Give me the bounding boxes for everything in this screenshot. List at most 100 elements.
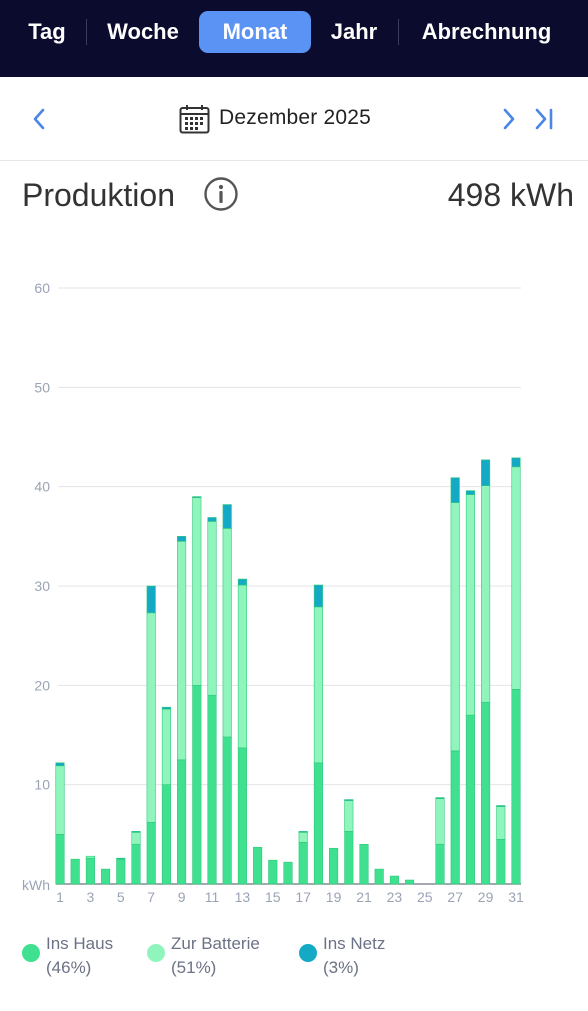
bar-ins-netz	[146, 585, 156, 614]
bar-ins-haus	[85, 857, 95, 885]
bar-ins-haus	[465, 714, 475, 885]
bar-ins-haus	[253, 846, 263, 885]
bar-ins-haus	[222, 736, 232, 885]
legend-label: Ins Netz	[323, 934, 386, 953]
bar-zur-batterie	[222, 528, 232, 738]
x-tick-label: 25	[417, 889, 433, 905]
x-tick-label: 21	[356, 889, 372, 905]
bar-ins-netz	[116, 857, 126, 860]
x-tick-label: 15	[265, 889, 281, 905]
legend-swatch	[299, 944, 317, 962]
y-axis-unit-label: kWh	[22, 877, 50, 893]
bar-ins-haus	[192, 685, 202, 885]
bar-ins-haus	[268, 859, 278, 885]
bar-zur-batterie	[450, 502, 460, 752]
legend-percent: (46%)	[46, 958, 92, 977]
bar-ins-haus	[496, 838, 506, 885]
bar-ins-haus	[237, 747, 247, 885]
bar-zur-batterie	[298, 832, 308, 843]
bar-ins-haus	[359, 843, 369, 885]
bar-ins-netz	[222, 504, 232, 529]
bar-ins-netz	[481, 459, 491, 486]
bar-ins-haus	[344, 831, 354, 885]
x-tick-label: 5	[117, 889, 125, 905]
bar-ins-netz	[131, 831, 141, 833]
x-tick-label: 27	[447, 889, 463, 905]
legend-swatch	[147, 944, 165, 962]
date-navigation: Dezember 2025	[0, 77, 588, 161]
bar-ins-netz	[207, 517, 217, 522]
info-icon[interactable]	[203, 176, 239, 212]
bar-ins-haus	[131, 843, 141, 885]
bar-zur-batterie	[237, 584, 247, 749]
bar-ins-haus	[313, 762, 323, 885]
tab-tag[interactable]: Tag	[28, 19, 66, 44]
bar-ins-haus	[177, 759, 187, 885]
bar-zur-batterie	[435, 798, 445, 845]
tab-separator	[398, 19, 399, 45]
bar-ins-haus	[146, 822, 156, 885]
bar-zur-batterie	[511, 466, 521, 690]
y-tick-label: 40	[34, 479, 50, 495]
legend-percent: (3%)	[323, 958, 359, 977]
y-tick-label: 30	[34, 578, 50, 594]
bar-ins-haus	[374, 868, 384, 885]
x-tick-label: 11	[205, 889, 220, 905]
bar-ins-netz	[344, 799, 354, 801]
bar-ins-netz	[435, 797, 445, 799]
x-tick-label: 1	[56, 889, 64, 905]
x-tick-label: 9	[178, 889, 186, 905]
bar-ins-haus	[511, 689, 521, 885]
tab-separator	[86, 19, 87, 45]
bar-ins-haus	[207, 694, 217, 885]
chevron-right-icon[interactable]	[500, 101, 518, 146]
skip-to-end-icon[interactable]	[532, 101, 556, 146]
y-tick-label: 60	[34, 280, 50, 296]
legend-label: Ins Haus	[46, 934, 114, 953]
bar-ins-netz	[55, 762, 65, 767]
bar-ins-netz	[161, 706, 171, 710]
bar-ins-haus	[101, 868, 111, 885]
x-tick-label: 19	[326, 889, 342, 905]
bar-ins-netz	[237, 578, 247, 586]
production-total: 498 kWh	[447, 177, 574, 213]
tab-woche[interactable]: Woche	[107, 19, 179, 44]
bar-ins-netz	[313, 584, 323, 608]
tab-jahr[interactable]: Jahr	[330, 19, 378, 44]
tab-abrechnung[interactable]: Abrechnung	[421, 19, 552, 44]
bar-zur-batterie	[313, 606, 323, 764]
calendar-icon[interactable]	[179, 104, 210, 134]
bar-zur-batterie	[344, 800, 354, 832]
bar-zur-batterie	[496, 806, 506, 840]
bar-ins-netz	[465, 490, 475, 495]
bar-ins-netz	[496, 805, 506, 807]
bar-ins-haus	[481, 701, 491, 885]
period-label[interactable]: Dezember 2025	[219, 106, 372, 129]
bar-ins-haus	[450, 750, 460, 885]
bar-zur-batterie	[146, 612, 156, 823]
x-tick-label: 13	[235, 889, 251, 905]
bar-ins-haus	[435, 843, 445, 885]
x-tick-label: 23	[387, 889, 403, 905]
bar-ins-netz	[298, 831, 308, 833]
y-tick-label: 10	[34, 777, 50, 793]
production-title: Produktion	[22, 177, 175, 213]
bar-ins-haus	[55, 834, 65, 885]
bar-ins-netz	[511, 457, 521, 468]
bar-ins-haus	[161, 784, 171, 885]
bar-ins-haus	[298, 841, 308, 885]
bar-zur-batterie	[207, 521, 217, 696]
x-tick-label: 17	[295, 889, 311, 905]
bar-zur-batterie	[85, 855, 95, 859]
tab-monat[interactable]: Monat	[199, 11, 311, 53]
period-tab-bar: Tag Woche Monat Jahr Abrechnung	[0, 0, 588, 77]
bar-zur-batterie	[177, 540, 187, 761]
chevron-left-icon[interactable]	[30, 101, 48, 146]
bar-ins-haus	[405, 879, 415, 885]
legend-percent: (51%)	[171, 958, 217, 977]
x-tick-label: 3	[87, 889, 95, 905]
bar-ins-haus	[116, 858, 126, 885]
x-tick-label: 7	[147, 889, 155, 905]
bar-ins-netz	[177, 536, 187, 542]
